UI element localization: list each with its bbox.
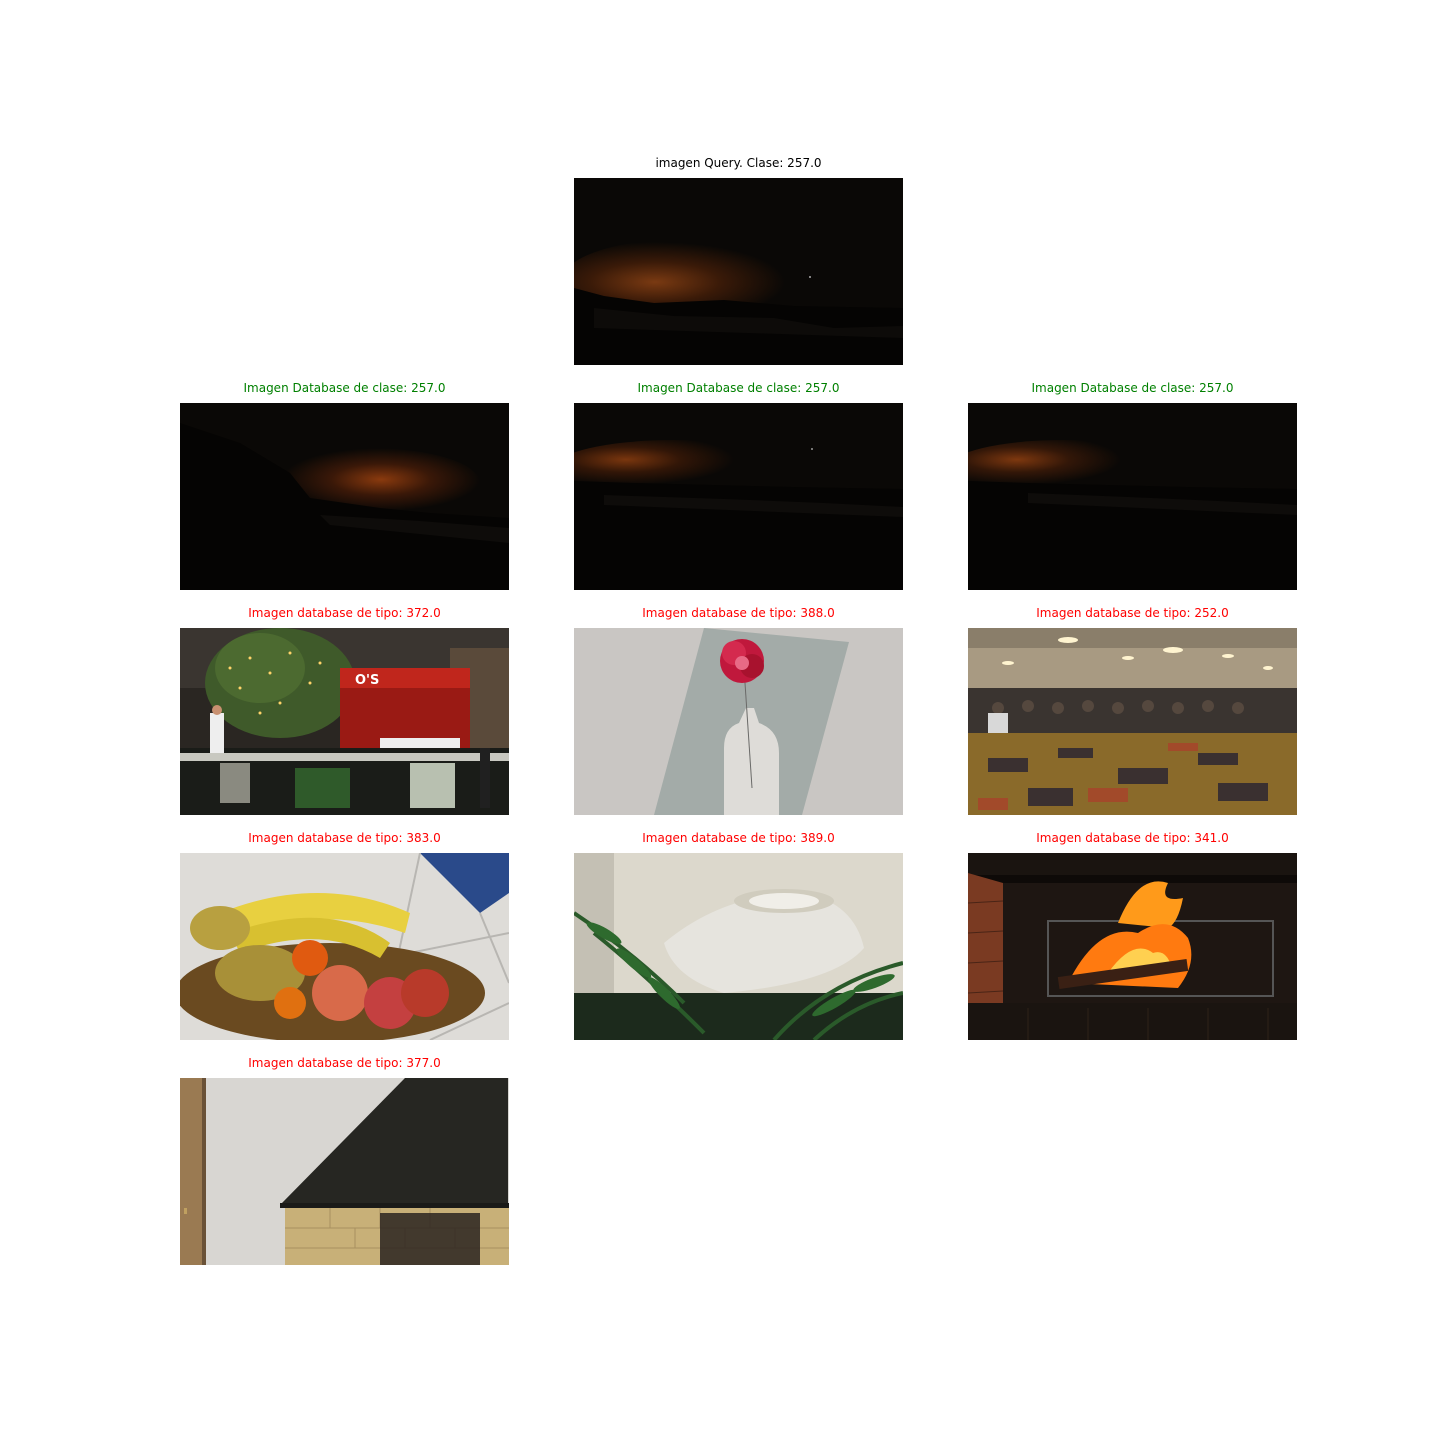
night-skyline-image — [574, 403, 903, 590]
result-title: Imagen Database de clase: 257.0 — [637, 381, 840, 395]
fireplace-fire-image — [968, 853, 1297, 1040]
query-image — [574, 178, 903, 365]
result-image — [968, 853, 1297, 1040]
result-title: Imagen Database de clase: 257.0 — [1031, 381, 1234, 395]
fruit-bowl-image — [180, 853, 509, 1040]
result-title: Imagen database de tipo: 389.0 — [642, 831, 835, 845]
result-image — [574, 628, 903, 815]
flower-vase-image — [574, 628, 903, 815]
result-title: Imagen database de tipo: 341.0 — [1036, 831, 1229, 845]
lampshade-image — [574, 853, 903, 1040]
night-skyline-image — [180, 403, 509, 590]
result-image — [180, 853, 509, 1040]
conference-hall-image — [968, 628, 1297, 815]
result-image — [574, 403, 903, 590]
result-title: Imagen database de tipo: 383.0 — [248, 831, 441, 845]
night-skyline-image — [968, 403, 1297, 590]
night-skyline-image — [574, 178, 903, 365]
result-title: Imagen database de tipo: 372.0 — [248, 606, 441, 620]
result-image — [968, 628, 1297, 815]
result-title: Imagen Database de clase: 257.0 — [243, 381, 446, 395]
restaurant-patio-image: O'S — [180, 628, 509, 815]
result-title: Imagen database de tipo: 388.0 — [642, 606, 835, 620]
result-image — [574, 853, 903, 1040]
result-image — [180, 403, 509, 590]
fireplace-hood-image — [180, 1078, 509, 1265]
result-image — [968, 403, 1297, 590]
result-title: Imagen database de tipo: 377.0 — [248, 1056, 441, 1070]
result-title: Imagen database de tipo: 252.0 — [1036, 606, 1229, 620]
result-image: O'S — [180, 628, 509, 815]
query-title: imagen Query. Clase: 257.0 — [655, 156, 822, 170]
sign-text: O'S — [355, 673, 379, 688]
result-image — [180, 1078, 509, 1265]
